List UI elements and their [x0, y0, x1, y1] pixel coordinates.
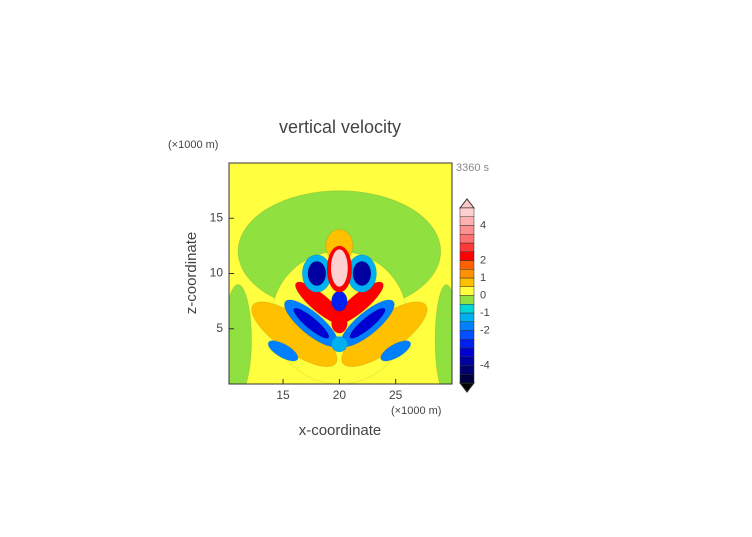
- over-triangle: [458, 198, 476, 209]
- contour-region: [330, 248, 349, 288]
- colorbar-band: [459, 330, 475, 340]
- contour-region: [434, 284, 452, 384]
- colorbar-label: 0: [480, 289, 486, 301]
- contour-region: [229, 284, 253, 384]
- colorbar-band: [459, 277, 475, 287]
- colorbar-label: 1: [480, 272, 486, 284]
- colorbar-band: [459, 295, 475, 305]
- contour-region: [293, 307, 330, 339]
- colorbar-band: [459, 234, 475, 244]
- colorbar-band: [459, 286, 475, 296]
- colorbar-band: [459, 251, 475, 261]
- contour-region: [307, 260, 327, 287]
- colorbar-band: [459, 312, 475, 322]
- colorbar-band: [459, 207, 475, 217]
- colorbar-label: -1: [480, 307, 490, 319]
- y-tick-label: 10: [210, 266, 224, 280]
- x-unit: (×1000 m): [391, 405, 441, 417]
- contour-field: [229, 163, 452, 384]
- colorbar-label: -2: [480, 324, 490, 336]
- colorbar-band: [459, 374, 475, 384]
- chart-title: vertical velocity: [279, 117, 401, 137]
- y-tick-label: 15: [210, 210, 224, 224]
- colorbar-band: [459, 269, 475, 279]
- contour-region: [267, 340, 299, 362]
- contour-region: [352, 260, 372, 287]
- colorbar-band: [459, 356, 475, 366]
- contour-region: [330, 335, 348, 353]
- colorbar-label: -4: [480, 359, 490, 371]
- colorbar-label: 4: [480, 219, 486, 231]
- colorbar-band: [459, 225, 475, 235]
- y-axis-label: z-coordinate: [183, 232, 200, 315]
- x-tick-label: 20: [333, 388, 347, 402]
- colorbar-band: [459, 242, 475, 252]
- colorbar-band: [459, 321, 475, 331]
- y-tick-label: 5: [216, 321, 223, 335]
- colorbar-band: [459, 347, 475, 357]
- contour-region: [330, 312, 348, 334]
- x-tick-label: 25: [389, 388, 403, 402]
- contour-region: [380, 340, 412, 362]
- y-unit: (×1000 m): [168, 139, 218, 151]
- colorbar-band: [459, 216, 475, 226]
- colorbar-band: [459, 339, 475, 349]
- time-label: 3360 s: [456, 162, 490, 174]
- colorbar-band: [459, 260, 475, 270]
- under-triangle: [458, 382, 476, 393]
- contour-region: [349, 307, 386, 339]
- colorbar-label: 2: [480, 254, 486, 266]
- x-axis-label: x-coordinate: [299, 422, 382, 439]
- colorbar-band: [459, 365, 475, 375]
- contour-region: [330, 290, 348, 312]
- x-tick-label: 15: [276, 388, 290, 402]
- colorbar-band: [459, 304, 475, 314]
